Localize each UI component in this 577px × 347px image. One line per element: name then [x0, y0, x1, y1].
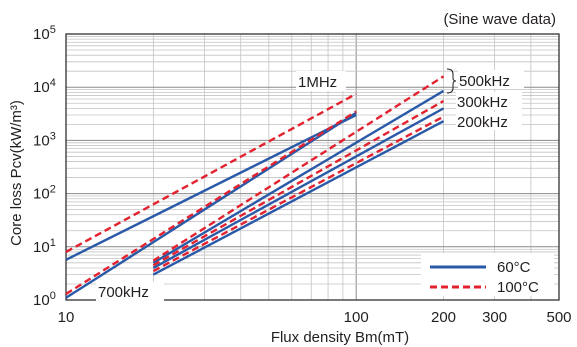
y-tick-labels: 100 101 102 103 104 105 — [33, 24, 56, 309]
series-line-300khz-100c — [152, 99, 445, 267]
x-tick-label: 500 — [546, 309, 571, 326]
series-group — [65, 75, 445, 299]
x-tick-label: 200 — [431, 309, 456, 326]
y-tick-label: 102 — [33, 184, 56, 203]
legend-box — [421, 253, 554, 296]
y-tick-label: 101 — [33, 237, 56, 256]
y-tick-label: 105 — [33, 24, 56, 43]
series-line-500khz-60c — [152, 89, 445, 264]
series-line-700khz-60c — [65, 111, 357, 299]
series-line-200khz-60c — [152, 120, 445, 276]
annotation-1mhz: 1MHz — [298, 74, 337, 91]
series-line-1mhz-60c — [65, 113, 357, 261]
y-tick-label: 103 — [33, 130, 56, 149]
y-tick-label: 100 — [33, 290, 56, 309]
plot-frame — [65, 33, 560, 301]
annotation-300khz: 300kHz — [457, 94, 508, 111]
legend-label-60c: 60°C — [497, 259, 531, 276]
y-tick-label: 104 — [33, 77, 56, 96]
x-axis-label: Flux density Bm(mT) — [271, 329, 409, 346]
legend: 60°C 100°C — [421, 253, 554, 296]
label-bg-1mhz — [296, 71, 346, 91]
annotation-500khz: 500kHz — [459, 73, 510, 90]
annotation-500khz-bracket — [446, 68, 457, 94]
x-tick-labels: 10 100 200 300 500 — [58, 309, 572, 326]
series-line-500khz-100c — [152, 75, 445, 262]
sine-wave-note: (Sine wave data) — [443, 11, 556, 28]
series-line-300khz-60c — [152, 107, 445, 270]
y-axis-label: Core loss Pcv(kW/m³) — [8, 100, 25, 246]
series-line-1mhz-100c — [65, 92, 357, 254]
x-tick-label: 300 — [482, 309, 507, 326]
annotation-200khz: 200kHz — [457, 114, 508, 131]
label-bg-200khz — [456, 112, 522, 130]
label-bg-700khz — [96, 282, 164, 301]
series-line-700khz-100c — [65, 110, 357, 295]
legend-label-100c: 100°C — [497, 279, 539, 296]
label-bg-500khz — [458, 70, 524, 89]
label-bg-300khz — [456, 92, 522, 110]
x-tick-label: 10 — [58, 309, 75, 326]
x-tick-label: 100 — [344, 309, 369, 326]
annotation-700khz: 700kHz — [98, 284, 149, 301]
